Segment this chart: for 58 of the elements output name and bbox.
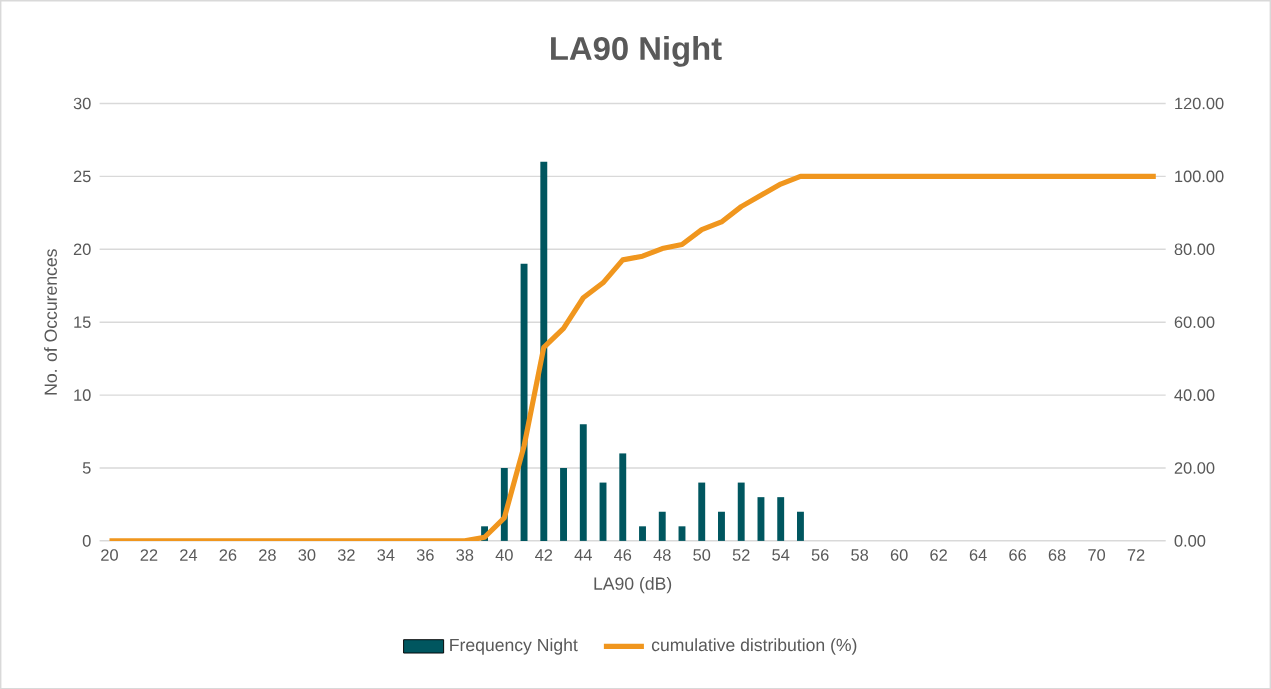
x-tick-label: 70: [1088, 549, 1106, 561]
bar: [520, 263, 528, 541]
x-tick-label: 20: [101, 549, 118, 561]
x-tick-label: 28: [259, 549, 276, 561]
x-tick-label: 30: [298, 549, 316, 561]
x-tick-label: 62: [930, 549, 947, 561]
y-tick-label: 0: [82, 534, 91, 547]
x-tick-label: 24: [180, 549, 198, 561]
x-tick-label: 56: [811, 549, 829, 561]
x-tick-label: 66: [1009, 549, 1026, 561]
bar: [619, 453, 627, 541]
x-tick-label: 50: [693, 549, 711, 561]
y-tick-label: 20: [73, 243, 91, 255]
y-tick-label: 25: [73, 170, 91, 182]
bar: [796, 511, 804, 541]
bar: [639, 526, 646, 541]
legend-label: Frequency Night: [450, 638, 578, 655]
x-tick-label: 22: [140, 549, 158, 561]
y2-tick-label: 40.00: [1174, 389, 1215, 401]
x-tick-label: 40: [495, 549, 513, 561]
x-tick-label: 68: [1048, 549, 1066, 561]
x-tick-label: 64: [969, 549, 987, 561]
y2-tick-label: 60.00: [1174, 316, 1215, 328]
x-tick-label: 32: [337, 549, 355, 561]
y2-tick-label: 120.00: [1175, 97, 1224, 110]
x-tick-label: 38: [456, 549, 474, 561]
x-tick-label: 54: [772, 548, 790, 561]
x-tick-label: 58: [851, 549, 869, 561]
bar: [698, 482, 706, 541]
bar: [540, 161, 548, 541]
chart-title: LA90 Night: [551, 35, 722, 67]
y-tick-label: 5: [82, 462, 91, 474]
y2-tick-label: 20.00: [1174, 462, 1215, 474]
legend-label: cumulative distribution (%): [651, 638, 857, 655]
x-tick-label: 34: [377, 549, 395, 561]
x-tick-label: 26: [219, 549, 237, 561]
y-tick-label: 10: [74, 389, 91, 401]
x-tick-label: 72: [1127, 549, 1145, 561]
x-tick-label: 48: [653, 549, 671, 561]
x-tick-label: 36: [416, 549, 434, 561]
x-tick-label: 60: [890, 549, 908, 561]
y2-tick-label: 100.00: [1175, 170, 1224, 182]
bar: [777, 496, 785, 541]
bar: [579, 424, 587, 541]
y-tick-label: 30: [73, 97, 91, 110]
y-tick-label: 15: [74, 316, 91, 328]
bar: [737, 482, 745, 541]
x-axis-title: LA90 (dB): [594, 576, 672, 594]
bar: [658, 511, 666, 541]
x-tick-label: 44: [574, 548, 592, 561]
bar: [560, 467, 567, 541]
bar: [718, 511, 725, 541]
y-axis-title: No. of Occurences: [44, 248, 57, 395]
y2-tick-label: 0.00: [1174, 534, 1206, 547]
y2-tick-label: 80.00: [1174, 243, 1215, 255]
x-tick-label: 46: [614, 549, 632, 561]
x-tick-label: 52: [732, 549, 750, 561]
x-tick-label: 42: [535, 549, 553, 561]
